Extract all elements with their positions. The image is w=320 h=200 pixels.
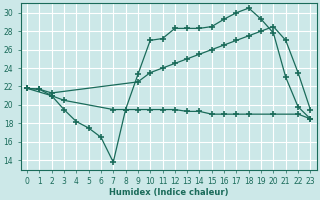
X-axis label: Humidex (Indice chaleur): Humidex (Indice chaleur) xyxy=(109,188,228,197)
